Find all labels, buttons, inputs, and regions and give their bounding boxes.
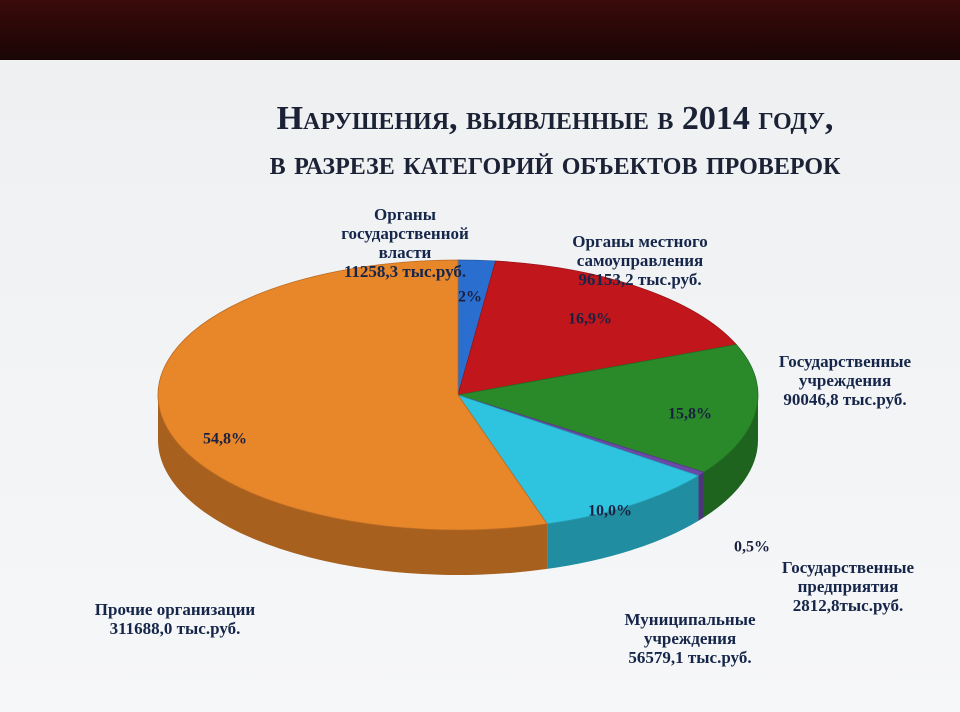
category-name: Прочие организации	[94, 600, 256, 619]
value-label: 16,9%	[568, 311, 612, 328]
value-label: 0,5%	[734, 539, 770, 556]
slice-side	[703, 395, 758, 518]
category-name: Органы местного самоуправления	[572, 232, 708, 270]
value-label: 10,0%	[588, 503, 632, 520]
amount-label: 2812,8тыс.руб.	[792, 596, 904, 615]
slice	[157, 259, 548, 531]
category-name: Органы государственной власти	[341, 205, 469, 262]
slice	[457, 344, 759, 473]
value-label: 54,8%	[203, 431, 247, 448]
category-label: Прочие организации 311688,0 тыс.руб.	[75, 600, 275, 638]
amount-label: 56579,1 тыс.руб.	[628, 648, 752, 667]
amount-label: 11258,3 тыс.руб.	[343, 262, 467, 281]
slice	[456, 394, 700, 525]
amount-label: 96153,2 тыс.руб.	[578, 270, 702, 289]
category-name: Государственные учреждения	[778, 352, 912, 390]
slice-side	[547, 475, 699, 569]
chart-title: Нарушения, выявленные в 2014 году,	[276, 100, 834, 137]
slice	[457, 260, 738, 396]
category-label: Органы государственной власти 11258,3 тыс…	[330, 205, 480, 281]
category-name: Государственные предприятия	[781, 558, 915, 596]
chart-title: в разрезе категорий объектов проверок	[269, 145, 841, 182]
category-label: Муниципальные учреждения 56579,1 тыс.руб.	[600, 610, 780, 667]
value-label: 2%	[458, 289, 482, 306]
category-label: Государственные учреждения 90046,8 тыс.ру…	[760, 352, 930, 409]
amount-label: 90046,8 тыс.руб.	[783, 390, 907, 409]
value-label: 15,8%	[668, 406, 712, 423]
category-label: Органы местного самоуправления 96153,2 ты…	[550, 232, 730, 289]
amount-label: 311688,0 тыс.руб.	[109, 619, 241, 638]
category-label: Государственные предприятия 2812,8тыс.руб…	[758, 558, 938, 615]
category-name: Муниципальные учреждения	[624, 610, 756, 648]
slice-side	[698, 472, 704, 521]
